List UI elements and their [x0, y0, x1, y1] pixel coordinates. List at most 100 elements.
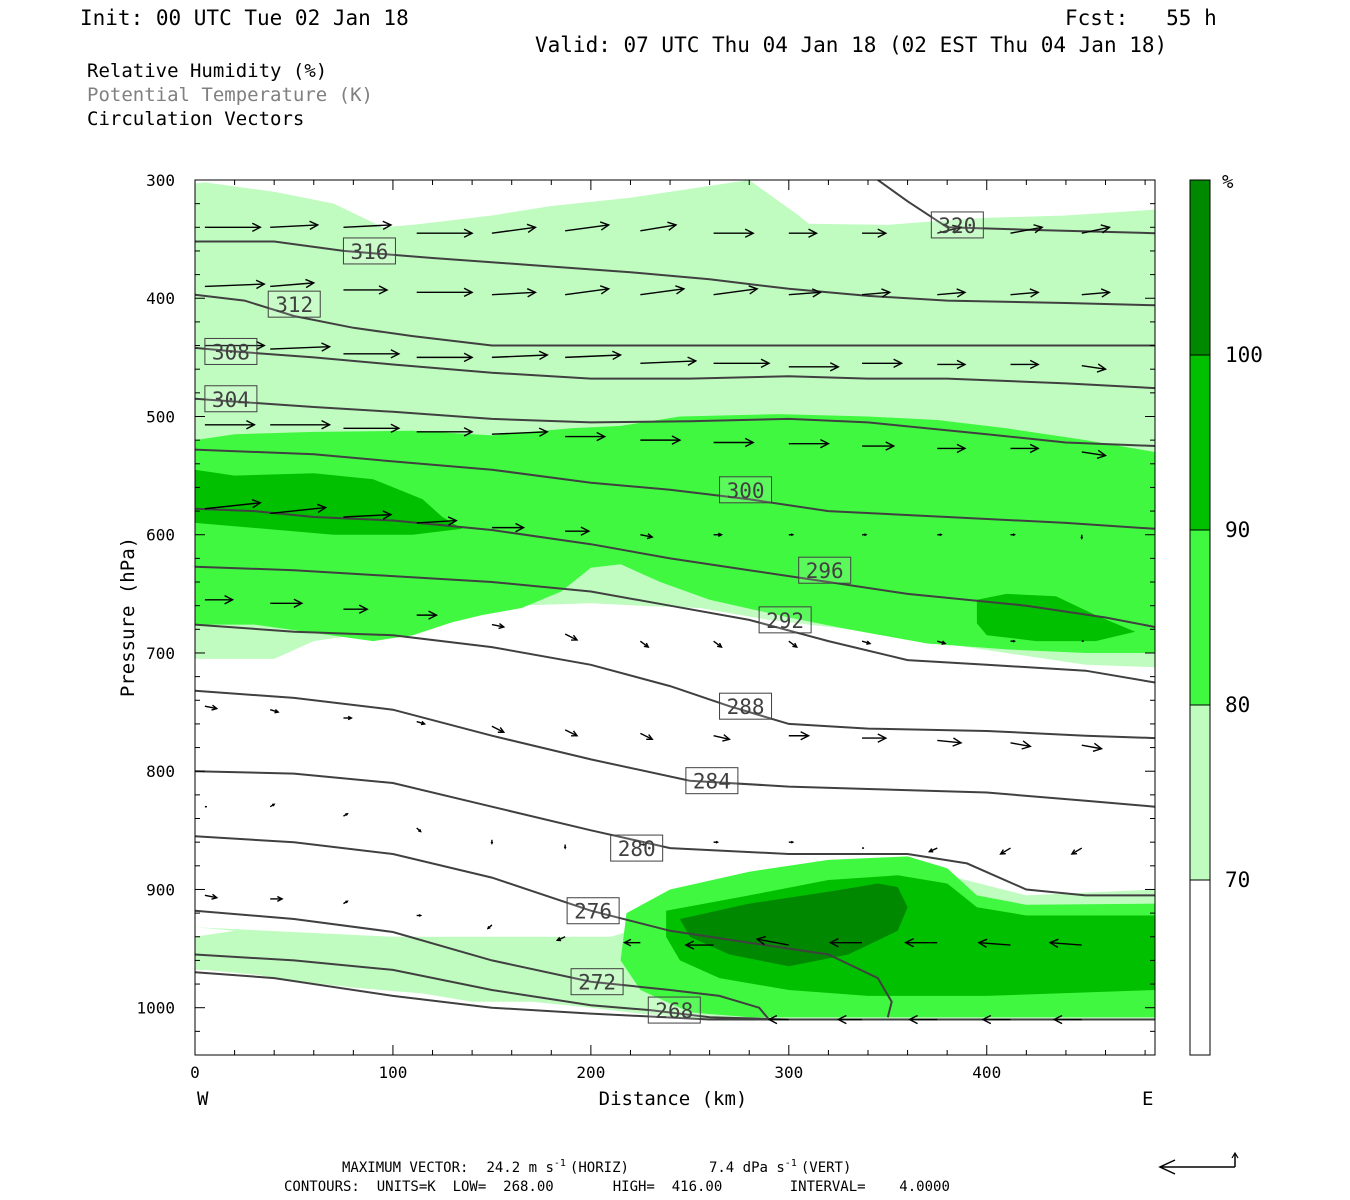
- colorbar-unit: %: [1222, 171, 1234, 193]
- contour-label-box-284: [685, 767, 739, 795]
- circulation-vector-57: [565, 526, 591, 536]
- circulation-vector-94: [416, 827, 422, 833]
- contour-label-box-268: [647, 996, 701, 1024]
- circulation-vector-60: [788, 533, 795, 537]
- circulation-vector-97: [640, 843, 646, 846]
- circulation-vector-106: [343, 900, 349, 905]
- circulation-vector-31: [565, 350, 623, 361]
- circulation-vector-36: [937, 359, 967, 370]
- contour-label-280: 280: [618, 837, 656, 861]
- circulation-vector-50: [1010, 443, 1040, 454]
- circulation-vector-104: [204, 893, 219, 900]
- circulation-vector-65: [204, 595, 235, 605]
- circulation-vector-56: [491, 522, 526, 533]
- circulation-vector-62: [937, 533, 943, 537]
- legend-vectors: Circulation Vectors: [87, 108, 304, 130]
- circulation-vector-85: [713, 734, 731, 742]
- circulation-vector-10: [937, 224, 963, 234]
- circulation-vector-116: [1048, 938, 1082, 948]
- circulation-vector-7: [713, 228, 755, 238]
- circulation-vector-58: [640, 533, 654, 540]
- circulation-vector-79: [270, 709, 280, 714]
- contour-label-box-308: [204, 337, 258, 365]
- circulation-vector-72: [713, 640, 723, 648]
- rh-region-90-4: [195, 469, 463, 535]
- circulation-vector-37: [1010, 359, 1040, 370]
- circulation-vector-21: [788, 288, 823, 298]
- circulation-vector-90: [1081, 742, 1104, 753]
- circulation-vector-27: [270, 342, 332, 352]
- circulation-vector-46: [713, 437, 755, 448]
- circulation-vector-29: [416, 352, 474, 363]
- circulation-vector-39: [204, 420, 256, 430]
- theta-contour-276: [195, 835, 893, 1018]
- circulation-vector-8: [788, 228, 819, 238]
- footer-contours: CONTOURS: UNITS=K LOW= 268.00 HIGH= 416.…: [284, 1179, 950, 1195]
- horiz-tail: (HORIZ): [570, 1160, 629, 1176]
- circulation-vector-86: [788, 731, 811, 741]
- vert-value: 7.4 dPa s: [709, 1160, 785, 1176]
- circulation-vector-38: [1081, 363, 1108, 373]
- circulation-vector-59: [713, 532, 724, 537]
- y-axis-label: Pressure (hPa): [117, 537, 139, 697]
- circulation-vector-24: [1010, 288, 1040, 298]
- theta-contour-312: [195, 293, 1155, 347]
- circulation-vector-107: [416, 914, 423, 917]
- circulation-vector-13: [204, 279, 266, 290]
- circulation-vector-44: [565, 431, 607, 442]
- contour-label-box-288: [719, 692, 773, 720]
- circulation-vector-74: [861, 640, 872, 645]
- theta-contour-320: [877, 180, 1155, 235]
- circulation-vector-70: [564, 633, 579, 641]
- contour-label-box-320: [930, 211, 984, 239]
- contour-label-304: 304: [212, 388, 250, 412]
- circulation-vector-110: [622, 938, 641, 947]
- circulation-vector-117: [767, 1014, 789, 1025]
- circulation-vector-18: [565, 285, 611, 296]
- vert-tail: (VERT): [801, 1160, 852, 1176]
- theta-contour-316: [195, 240, 1155, 307]
- circulation-vector-75: [937, 640, 947, 645]
- colorbar-label-80: 80: [1225, 693, 1250, 717]
- horiz-exponent: -1: [554, 1158, 566, 1169]
- theta-contour-300: [195, 448, 1155, 530]
- circulation-vector-16: [416, 287, 474, 298]
- max-vector-label: MAXIMUM VECTOR:: [342, 1160, 468, 1176]
- circulation-vector-118: [836, 1014, 863, 1025]
- circulation-vector-52: [204, 498, 262, 510]
- colorbar-frame: [1189, 179, 1211, 1056]
- circulation-vector-67: [343, 604, 369, 614]
- circulation-vector-47: [788, 438, 830, 449]
- circulation-vector-102: [999, 847, 1011, 855]
- valid-time: Valid: 07 UTC Thu 04 Jan 18 (02 EST Thu …: [535, 33, 1167, 57]
- circulation-vectors: [204, 220, 1112, 1025]
- circulation-vector-68: [416, 610, 439, 620]
- circulation-vector-15: [343, 285, 389, 295]
- circulation-vector-25: [1081, 288, 1112, 298]
- circulation-vector-82: [491, 725, 506, 733]
- circulation-vector-26: [204, 340, 266, 351]
- colorbar-label-90: 90: [1225, 518, 1250, 542]
- circulation-vector-45: [640, 435, 682, 445]
- horiz-value: 24.2 m s: [486, 1160, 553, 1176]
- contour-label-288: 288: [727, 695, 765, 719]
- contour-label-316: 316: [350, 240, 388, 264]
- reference-vector-icon: [1158, 1151, 1239, 1175]
- circulation-vector-6: [640, 221, 678, 232]
- circulation-vector-35: [862, 358, 904, 368]
- circulation-vector-80: [343, 715, 353, 721]
- circulation-vector-43: [491, 427, 549, 437]
- circulation-vector-49: [937, 443, 967, 454]
- contour-label-box-312: [267, 290, 321, 318]
- theta-contours: [195, 180, 1155, 1021]
- theta-contour-264: [195, 971, 1155, 1021]
- circulation-vector-28: [343, 349, 401, 359]
- circulation-vector-121: [1052, 1014, 1082, 1025]
- contour-label-268: 268: [655, 999, 693, 1023]
- circulation-vector-95: [490, 839, 494, 845]
- x-tick-label-300: 300: [774, 1063, 803, 1082]
- circulation-vector-32: [640, 356, 698, 366]
- circulation-vector-81: [416, 720, 427, 726]
- theta-contour-280: [195, 770, 1155, 897]
